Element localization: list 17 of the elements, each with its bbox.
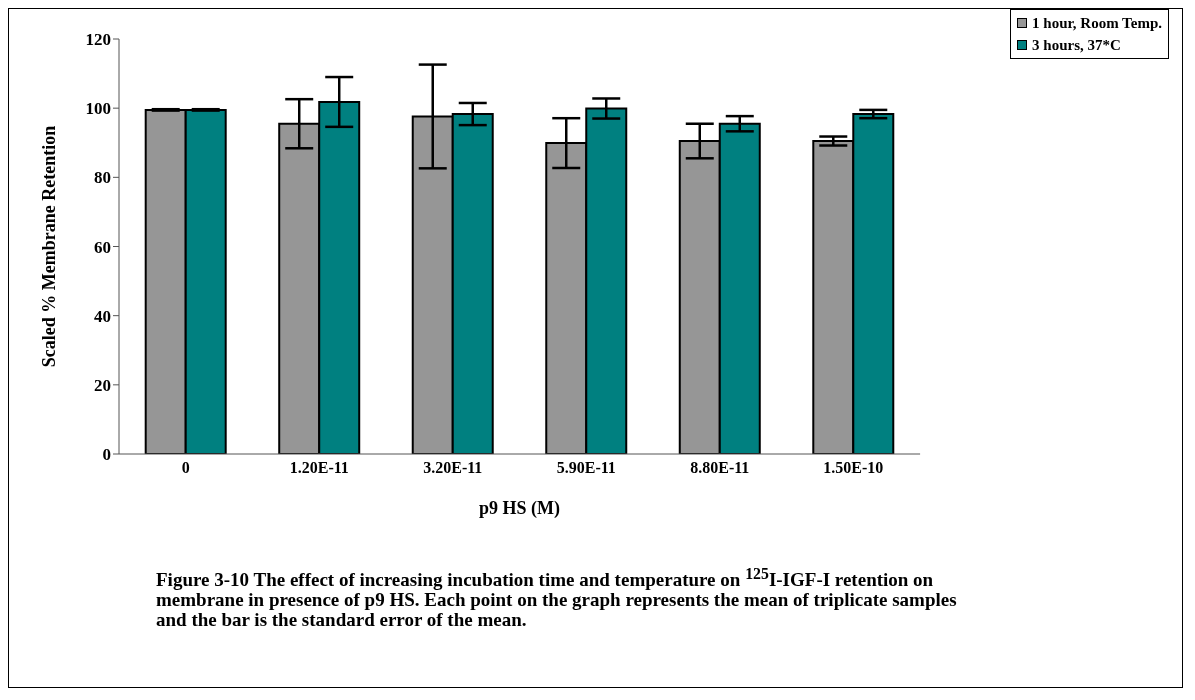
x-tick-label: 0 [181, 459, 190, 477]
x-tick-label: 5.90E-11 [556, 459, 616, 477]
y-tick-label: 20 [94, 375, 111, 395]
legend-label: 3 hours, 37*C [1032, 36, 1121, 55]
caption: Figure 3-10 The effect of increasing incubation time and temperature on $^{125}$I-IGF-I retention on membrane in presence of p9 HS. Each point on the graph represents the mean of triplicate samples and the bar is the standard error of the mean. [156, 564, 958, 631]
y-axis-title: Scaled % Membrane Retention [39, 125, 60, 368]
x-tick-label: 8.80E-11 [690, 459, 750, 477]
legend-label: 1 hour, Room Temp. [1032, 14, 1162, 33]
y-tick-label: 80 [94, 168, 111, 188]
x-tick-label: 3.20E-11 [423, 459, 483, 477]
y-tick-label: 60 [94, 237, 111, 257]
x-tick-label: 1.50E-10 [823, 459, 884, 477]
x-tick-label: 1.20E-11 [289, 459, 349, 477]
x-axis-title: p9 HS (M) [479, 498, 561, 519]
y-tick-label: 40 [94, 306, 111, 326]
y-tick-label: 120 [85, 30, 111, 50]
y-tick-label: 100 [85, 99, 111, 119]
